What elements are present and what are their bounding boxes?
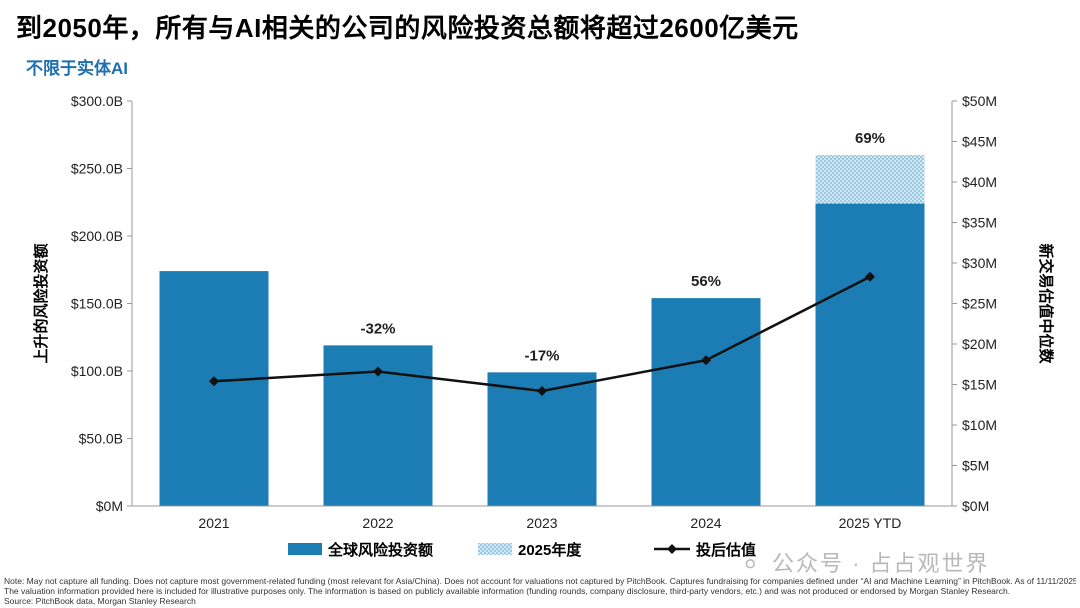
y2-tick-label: $25M (962, 296, 997, 312)
y2-tick-label: $5M (962, 458, 989, 474)
legend-swatch-vc (288, 543, 322, 555)
x-tick-label: 2024 (690, 515, 721, 531)
y-tick-label: $50.0B (79, 431, 123, 447)
y-tick-label: $200.0B (71, 228, 123, 244)
bar-vc-4 (815, 203, 925, 506)
bar-vc-0 (159, 271, 269, 506)
y2-tick-label: $15M (962, 377, 997, 393)
x-tick-label: 2021 (198, 515, 229, 531)
y2-tick-label: $50M (962, 93, 997, 109)
x-tick-label: 2022 (362, 515, 393, 531)
wechat-icon: ⚪ (742, 554, 761, 576)
footnote-source: Source: PitchBook data, Morgan Stanley R… (4, 596, 196, 606)
bar-2025-full-year-4 (815, 155, 925, 204)
y-tick-label: $250.0B (71, 161, 123, 177)
y2-tick-label: $35M (962, 215, 997, 231)
valuation-point (209, 376, 219, 387)
bar-growth-label: 69% (855, 130, 885, 147)
y2-tick-label: $30M (962, 255, 997, 271)
chart-title: 到2050年，所有与AI相关的公司的风险投资总额将超过2600亿美元 (16, 13, 799, 43)
y2-tick-label: $0M (962, 498, 989, 514)
legend-label-valuation: 投后估值 (696, 541, 756, 559)
watermark-text: 公众号 · 占占观世界 (772, 551, 990, 576)
bar-vc-3 (651, 298, 761, 506)
y-tick-label: $150.0B (71, 296, 123, 312)
legend-swatch-2025 (478, 543, 512, 555)
y2-tick-label: $45M (962, 134, 997, 150)
y-tick-label: $300.0B (71, 93, 123, 109)
chart-subtitle: 不限于实体AI (26, 59, 128, 78)
footnote-note: Note: May not capture all funding. Does … (4, 576, 1076, 586)
y2-tick-label: $40M (962, 174, 997, 190)
x-tick-label: 2025 YTD (839, 515, 902, 531)
valuation-point (701, 355, 711, 366)
valuation-point (373, 366, 383, 377)
bar-growth-label: -17% (524, 347, 559, 364)
footnote: Note: May not capture all funding. Does … (4, 576, 1076, 606)
y-tick-label: $100.0B (71, 363, 123, 379)
footnote-disclaimer: The valuation information provided here … (4, 586, 1011, 596)
legend-label-2025: 2025年度 (518, 541, 582, 559)
bar-growth-label: 56% (691, 273, 721, 290)
bar-growth-label: -32% (360, 320, 395, 337)
valuation-point (865, 271, 875, 282)
y2-tick-label: $10M (962, 417, 997, 433)
valuation-point (537, 385, 547, 396)
watermark: ⚪ 公众号 · 占占观世界 (742, 546, 990, 578)
y-tick-label: $0M (96, 498, 123, 514)
y-axis-title: 上升的风险投资额 (32, 243, 50, 363)
y2-axis-title: 新交易估值中位数 (1037, 243, 1055, 364)
x-tick-label: 2023 (526, 515, 557, 531)
legend-label-vc: 全球风险投资额 (327, 541, 433, 559)
y2-tick-label: $20M (962, 336, 997, 352)
legend-marker-valuation (667, 544, 677, 554)
